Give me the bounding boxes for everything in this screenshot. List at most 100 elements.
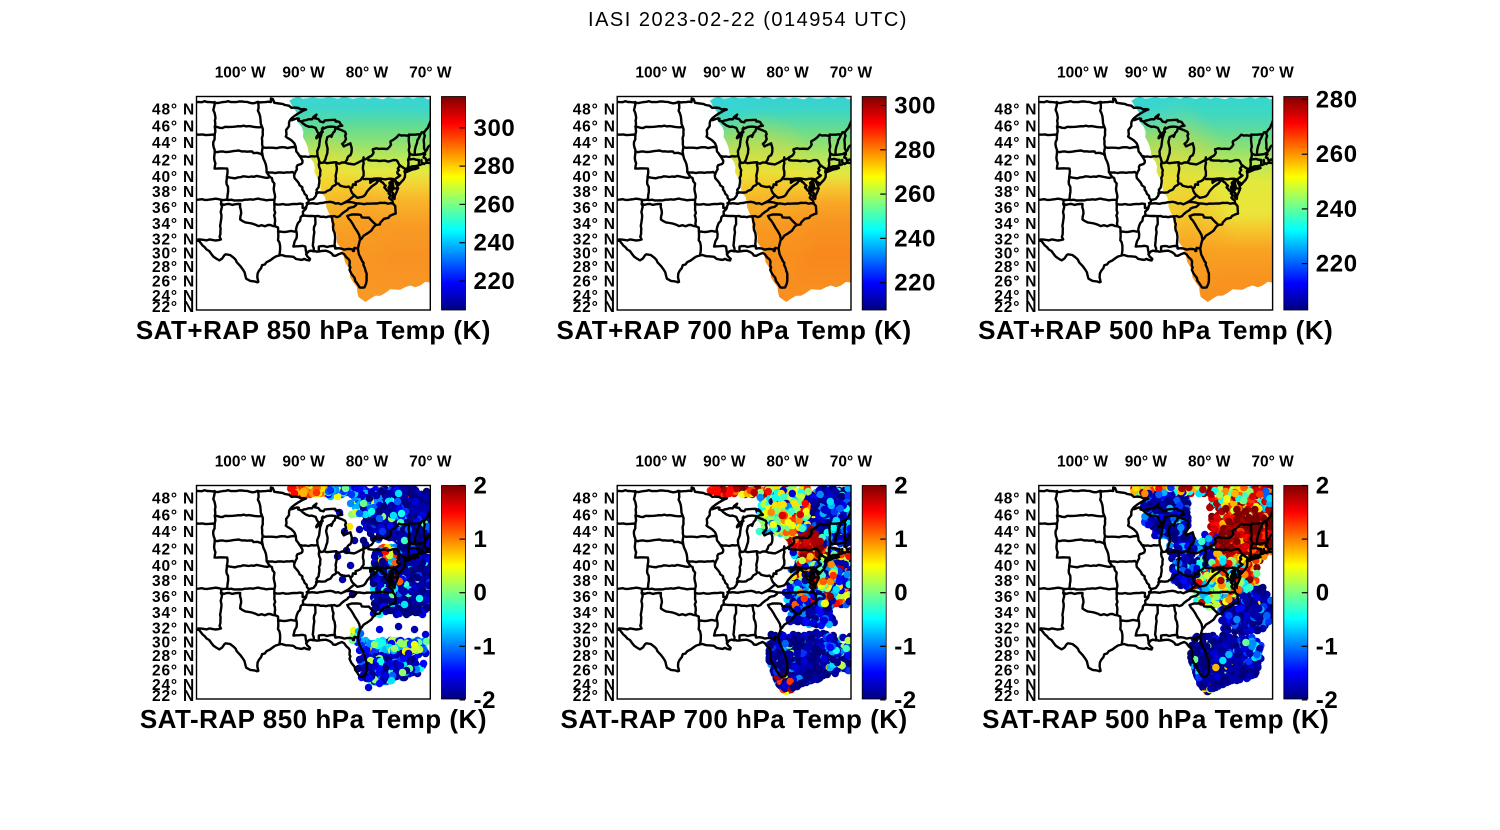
svg-text:42° N: 42° N [994, 541, 1037, 558]
svg-text:28° N: 28° N [152, 648, 195, 665]
svg-text:44° N: 44° N [573, 135, 616, 152]
svg-text:48° N: 48° N [994, 491, 1037, 508]
svg-text:38° N: 38° N [994, 184, 1037, 201]
svg-text:26° N: 26° N [152, 274, 195, 291]
svg-text:44° N: 44° N [994, 135, 1037, 152]
svg-text:40° N: 40° N [152, 558, 195, 575]
svg-text:100° W: 100° W [215, 65, 266, 82]
svg-text:90° W: 90° W [282, 454, 325, 471]
svg-text:26° N: 26° N [994, 663, 1037, 680]
svg-text:46° N: 46° N [994, 507, 1037, 524]
svg-text:24° N: 24° N [152, 677, 195, 694]
svg-text:24° N: 24° N [994, 677, 1037, 694]
svg-text:40° N: 40° N [152, 169, 195, 186]
svg-text:280: 280 [1316, 87, 1358, 114]
svg-text:44° N: 44° N [994, 524, 1037, 541]
svg-text:42° N: 42° N [573, 541, 616, 558]
svg-text:22° N: 22° N [152, 299, 195, 316]
svg-text:46° N: 46° N [573, 507, 616, 524]
svg-text:46° N: 46° N [994, 118, 1037, 135]
svg-text:38° N: 38° N [152, 573, 195, 590]
svg-text:-1: -1 [894, 633, 917, 660]
svg-text:36° N: 36° N [573, 589, 616, 606]
svg-text:80° W: 80° W [1188, 65, 1231, 82]
svg-text:90° W: 90° W [1125, 65, 1168, 82]
svg-text:46° N: 46° N [152, 507, 195, 524]
svg-text:90° W: 90° W [1125, 454, 1168, 471]
svg-text:32° N: 32° N [573, 621, 616, 638]
svg-text:24° N: 24° N [152, 288, 195, 305]
svg-text:220: 220 [474, 268, 516, 295]
svg-text:36° N: 36° N [152, 200, 195, 217]
svg-text:SAT-RAP 700 hPa Temp (K): SAT-RAP 700 hPa Temp (K) [561, 704, 908, 734]
svg-text:IASI 2023-02-22 (014954 UTC): IASI 2023-02-22 (014954 UTC) [588, 9, 908, 31]
svg-text:32° N: 32° N [573, 232, 616, 249]
svg-text:30° N: 30° N [573, 246, 616, 263]
svg-text:0: 0 [474, 580, 488, 607]
svg-text:28° N: 28° N [573, 259, 616, 276]
svg-text:-2: -2 [1316, 687, 1339, 714]
svg-text:26° N: 26° N [573, 663, 616, 680]
svg-text:280: 280 [894, 137, 936, 164]
svg-text:90° W: 90° W [282, 65, 325, 82]
svg-text:40° N: 40° N [994, 558, 1037, 575]
svg-text:46° N: 46° N [573, 118, 616, 135]
svg-text:1: 1 [1316, 526, 1330, 553]
svg-text:36° N: 36° N [573, 200, 616, 217]
svg-text:2: 2 [474, 473, 488, 500]
svg-text:26° N: 26° N [573, 274, 616, 291]
svg-text:80° W: 80° W [1188, 454, 1231, 471]
svg-text:28° N: 28° N [573, 648, 616, 665]
svg-text:70° W: 70° W [409, 454, 452, 471]
svg-text:260: 260 [894, 181, 936, 208]
svg-text:34° N: 34° N [152, 605, 195, 622]
svg-text:36° N: 36° N [994, 589, 1037, 606]
svg-text:30° N: 30° N [152, 246, 195, 263]
svg-text:80° W: 80° W [346, 454, 389, 471]
svg-text:48° N: 48° N [152, 102, 195, 119]
svg-text:28° N: 28° N [152, 259, 195, 276]
svg-text:100° W: 100° W [215, 454, 266, 471]
svg-text:240: 240 [894, 225, 936, 252]
svg-text:42° N: 42° N [994, 152, 1037, 169]
svg-text:34° N: 34° N [573, 605, 616, 622]
svg-text:22° N: 22° N [152, 688, 195, 705]
svg-text:26° N: 26° N [994, 274, 1037, 291]
svg-text:26° N: 26° N [152, 663, 195, 680]
svg-text:1: 1 [894, 526, 908, 553]
svg-text:28° N: 28° N [994, 648, 1037, 665]
svg-text:40° N: 40° N [573, 169, 616, 186]
svg-text:44° N: 44° N [573, 524, 616, 541]
svg-text:36° N: 36° N [152, 589, 195, 606]
svg-text:90° W: 90° W [703, 454, 746, 471]
svg-text:SAT+RAP 500 hPa Temp (K): SAT+RAP 500 hPa Temp (K) [978, 315, 1333, 345]
svg-text:100° W: 100° W [635, 65, 686, 82]
svg-text:0: 0 [894, 580, 908, 607]
svg-text:30° N: 30° N [994, 246, 1037, 263]
svg-text:SAT-RAP 500 hPa Temp (K): SAT-RAP 500 hPa Temp (K) [982, 704, 1329, 734]
svg-text:42° N: 42° N [573, 152, 616, 169]
svg-text:34° N: 34° N [994, 605, 1037, 622]
svg-text:22° N: 22° N [573, 688, 616, 705]
svg-text:44° N: 44° N [152, 524, 195, 541]
svg-text:38° N: 38° N [573, 573, 616, 590]
svg-text:30° N: 30° N [152, 635, 195, 652]
svg-text:38° N: 38° N [573, 184, 616, 201]
svg-text:22° N: 22° N [994, 299, 1037, 316]
svg-text:30° N: 30° N [994, 635, 1037, 652]
svg-text:80° W: 80° W [346, 65, 389, 82]
svg-text:SAT-RAP 850 hPa Temp (K): SAT-RAP 850 hPa Temp (K) [140, 704, 487, 734]
svg-text:280: 280 [474, 153, 516, 180]
svg-text:42° N: 42° N [152, 152, 195, 169]
svg-text:80° W: 80° W [766, 65, 809, 82]
svg-text:0: 0 [1316, 580, 1330, 607]
svg-text:38° N: 38° N [994, 573, 1037, 590]
svg-text:44° N: 44° N [152, 135, 195, 152]
svg-text:32° N: 32° N [994, 232, 1037, 249]
svg-text:22° N: 22° N [994, 688, 1037, 705]
svg-text:2: 2 [894, 473, 908, 500]
svg-text:260: 260 [1316, 141, 1358, 168]
svg-text:240: 240 [1316, 196, 1358, 223]
svg-text:48° N: 48° N [994, 102, 1037, 119]
svg-text:100° W: 100° W [1057, 65, 1108, 82]
